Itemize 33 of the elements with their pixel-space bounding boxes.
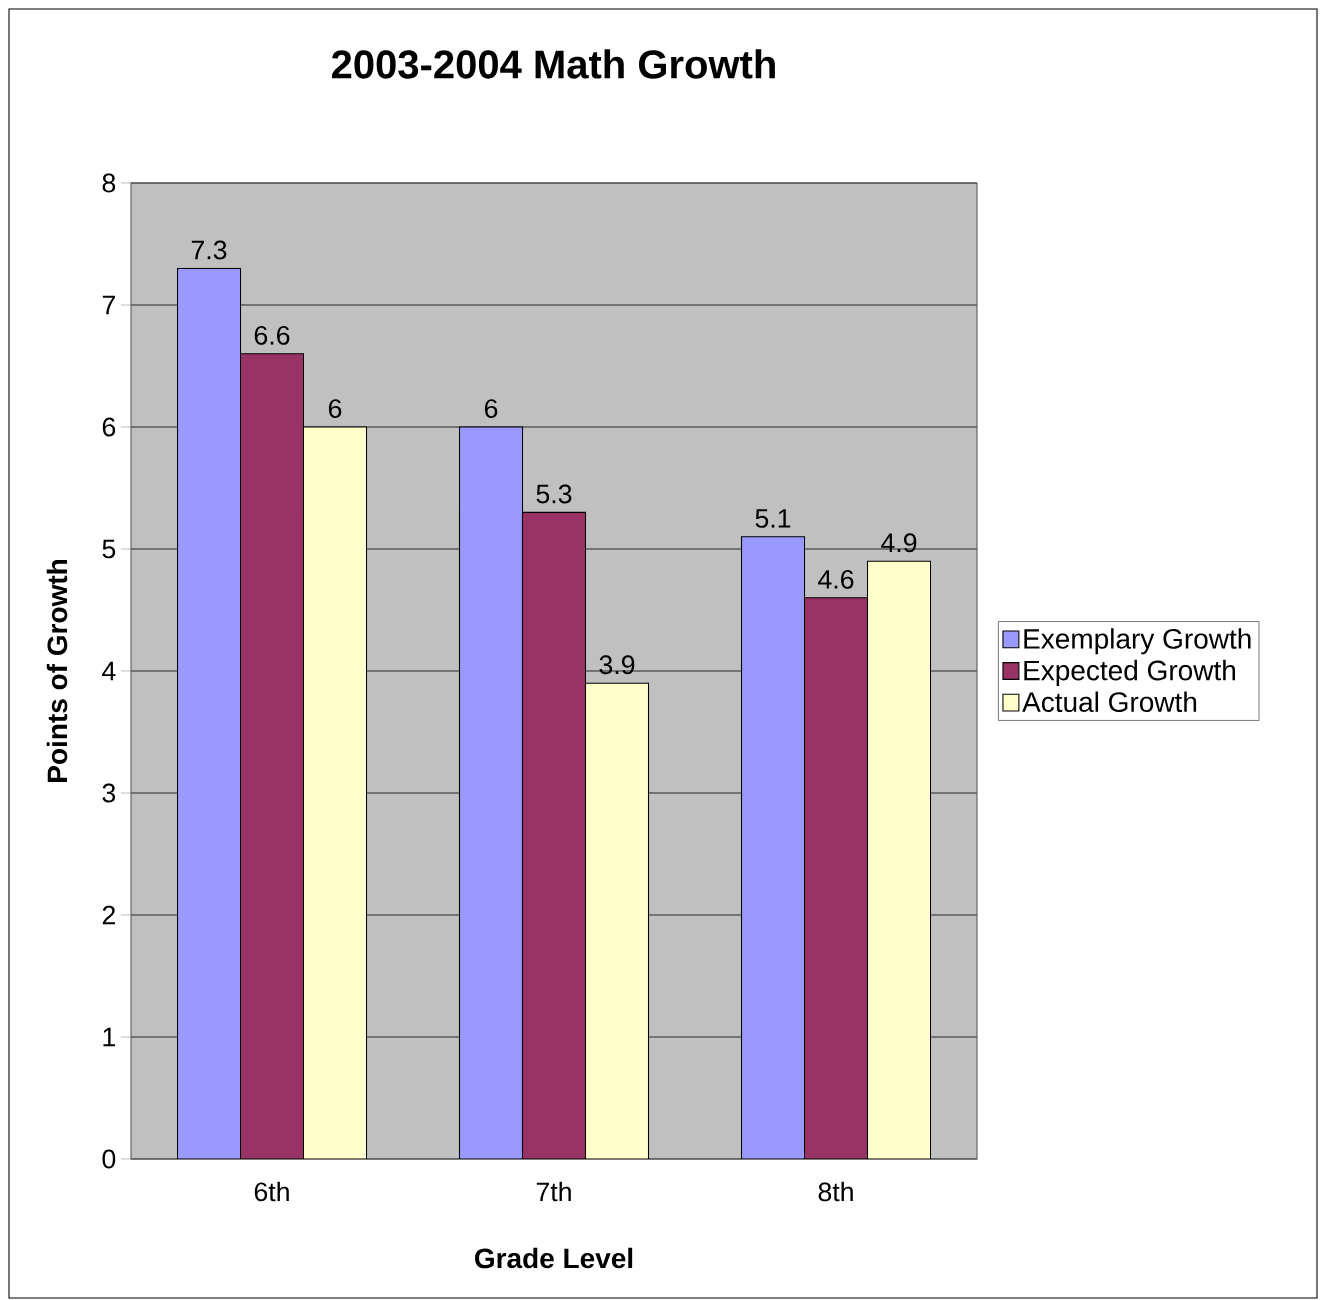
y-axis-title: Points of Growth [46, 559, 68, 782]
data-label: 3.9 [599, 655, 635, 675]
y-tick-label: 8 [102, 173, 116, 193]
data-label: 5.3 [536, 484, 572, 504]
x-tick-label: 7th [536, 1181, 571, 1202]
bar [866, 560, 932, 1159]
x-tick-label: 8th [818, 1181, 853, 1202]
y-tick-label: 0 [102, 1149, 116, 1169]
legend-label: Expected Growth [1024, 659, 1236, 686]
y-tick-label: 7 [102, 295, 115, 315]
data-label: 4.9 [881, 533, 917, 553]
x-axis-title: Grade Level [475, 1247, 633, 1269]
data-label: 7.3 [191, 240, 227, 260]
legend-label: Exemplary Growth [1024, 628, 1251, 655]
chart-title: 2003-2004 Math Growth [331, 49, 775, 79]
y-tick-label: 4 [102, 661, 116, 681]
data-label: 6 [328, 399, 342, 419]
bar [239, 353, 305, 1159]
x-tick-label: 6th [254, 1181, 289, 1202]
bar [803, 597, 869, 1159]
data-label: 4.6 [818, 569, 854, 589]
y-tick-label: 5 [102, 539, 116, 559]
bar [584, 682, 650, 1159]
y-tick-label: 6 [102, 417, 116, 437]
y-tick-label: 2 [102, 905, 115, 925]
y-tick-label: 1 [103, 1027, 115, 1047]
bar [521, 511, 587, 1159]
data-label: 6.6 [254, 325, 290, 345]
legend-label: Actual Growth [1022, 691, 1197, 713]
data-label: 6 [484, 399, 498, 419]
bar [302, 426, 368, 1159]
data-label: 5.1 [755, 509, 791, 528]
y-tick-label: 3 [102, 783, 116, 803]
